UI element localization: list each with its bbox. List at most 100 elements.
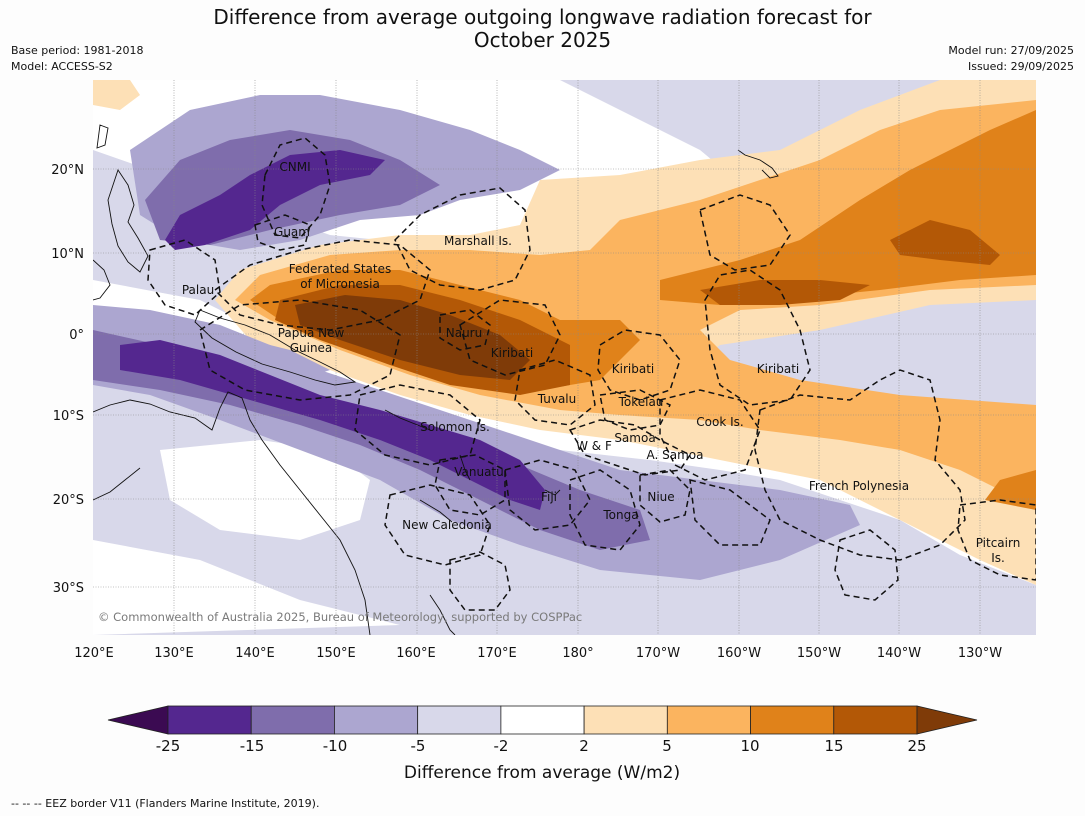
- title-line-2: October 2025: [473, 28, 612, 52]
- anomaly-minus-15: [120, 150, 545, 510]
- lat-label: 0°: [69, 328, 84, 343]
- colorbar-swatch: [250, 705, 335, 735]
- label-pitcairn-2: Is.: [991, 551, 1005, 565]
- label-fsm-2: of Micronesia: [300, 277, 380, 291]
- copyright-notice: © Commonwealth of Australia 2025, Bureau…: [98, 610, 582, 624]
- coast-taiwan: [96, 124, 109, 149]
- map-title: Difference from average outgoing longwav…: [0, 6, 1085, 52]
- model-name: Model: ACCESS-S2: [11, 60, 113, 73]
- anomaly-plus-25: [295, 295, 530, 380]
- map-panel: CNMI Guam Marshall Is. Federated States …: [93, 80, 1036, 635]
- lon-label: 160°W: [717, 646, 761, 661]
- eez-legend-note: -- -- -- EEZ border V11 (Flanders Marine…: [11, 797, 320, 810]
- label-solomon: Solomon Is.: [420, 420, 490, 434]
- colorbar-tick: -10: [323, 737, 348, 755]
- label-kiribati-west: Kiribati: [491, 346, 533, 360]
- coast-borneo: [93, 259, 111, 301]
- colorbar: [107, 705, 978, 735]
- label-samoa: Samoa: [614, 431, 655, 445]
- label-png-1: Papua New: [278, 326, 345, 340]
- eez-tuvalu: [514, 359, 596, 426]
- label-cnmi: CNMI: [279, 160, 310, 174]
- meta-left: Base period: 1981-2018 Model: ACCESS-S2: [11, 43, 143, 75]
- lon-label: 160°E: [396, 646, 436, 661]
- eez-wallis-samoa: [568, 419, 692, 476]
- label-french-polynesia: French Polynesia: [809, 479, 909, 493]
- lon-label: 180°: [562, 646, 593, 661]
- colorbar-extend-low: [107, 705, 169, 735]
- lon-label: 140°W: [877, 646, 921, 661]
- label-marshall: Marshall Is.: [444, 234, 512, 248]
- colorbar-swatch: [666, 705, 751, 735]
- lon-label: 150°W: [797, 646, 841, 661]
- neutral-patch-coral-sea: [160, 440, 370, 540]
- colorbar-ticks: -25 -15 -10 -5 -2 2 5 10 15 25: [156, 737, 927, 755]
- colorbar-swatch: [833, 705, 918, 735]
- eez-marshall: [394, 187, 531, 291]
- lat-label: 10°N: [51, 247, 84, 262]
- colorbar-tick: 10: [740, 737, 759, 755]
- eez-vanuatu: [434, 454, 506, 516]
- lat-label: 10°S: [53, 409, 84, 424]
- colorbar-tick: -15: [240, 737, 265, 755]
- eez-kermadec: [449, 551, 511, 611]
- label-fiji: Fiji: [541, 490, 557, 504]
- lon-label: 130°E: [154, 646, 194, 661]
- colorbar-swatch: [167, 705, 252, 735]
- graticule: [93, 80, 1036, 635]
- lon-label: 170°E: [477, 646, 517, 661]
- coastlines: [93, 124, 779, 635]
- label-wf: W & F: [576, 439, 612, 453]
- colorbar-tick: 2: [579, 737, 589, 755]
- eez-png: [199, 299, 401, 401]
- colorbar-extend-high: [916, 705, 978, 735]
- coast-australia: [93, 391, 371, 635]
- coast-new-caledonia: [419, 499, 453, 523]
- colorbar-swatch: [583, 705, 668, 735]
- lon-label: 120°E: [74, 646, 114, 661]
- colorbar-swatch: [417, 705, 502, 735]
- lat-label: 30°S: [53, 581, 84, 596]
- label-cook: Cook Is.: [696, 415, 743, 429]
- issued-date: Issued: 29/09/2025: [967, 60, 1074, 73]
- coast-philippines: [107, 168, 149, 273]
- meta-right: Model run: 27/09/2025 Issued: 29/09/2025: [948, 43, 1074, 75]
- eez-solomon: [354, 384, 481, 466]
- eez-tokelau: [599, 389, 672, 431]
- lon-label: 170°W: [636, 646, 680, 661]
- eez-borders: [147, 137, 1036, 611]
- eez-nauru: [439, 309, 491, 351]
- anomaly-minus-15-ocean-patch: [250, 340, 330, 380]
- label-tokelau: Tokelau: [618, 395, 664, 409]
- coast-new-guinea: [194, 309, 357, 386]
- eez-french-polynesia: [754, 369, 966, 561]
- model-run: Model run: 27/09/2025: [948, 44, 1074, 57]
- colorbar-tick: -25: [156, 737, 181, 755]
- longitude-labels: 120°E 130°E 140°E 150°E 160°E 170°E 180°…: [74, 646, 1002, 661]
- neutral-patch-south: [93, 540, 400, 635]
- colorbar-tick: 5: [662, 737, 672, 755]
- label-kiribati-central: Kiribati: [612, 362, 654, 376]
- colorbar-tick: 25: [907, 737, 926, 755]
- label-pitcairn-1: Pitcairn: [976, 536, 1021, 550]
- eez-niue: [639, 469, 691, 523]
- eez-fiji: [504, 459, 591, 531]
- colorbar-swatch: [500, 705, 585, 735]
- label-asamoa: A. Samoa: [647, 448, 704, 462]
- eez-tonga: [569, 469, 641, 551]
- label-vanuatu: Vanuatu: [454, 465, 504, 479]
- coast-australia-west: [93, 467, 141, 501]
- latitude-labels: 20°N 10°N 0° 10°S 20°S 30°S: [51, 163, 84, 596]
- coast-hawaii: [737, 149, 779, 179]
- lon-label: 150°E: [316, 646, 356, 661]
- eez-fsm: [213, 239, 431, 331]
- eez-kiribati-central: [597, 329, 681, 401]
- label-palau: Palau: [182, 283, 214, 297]
- colorbar-label: Difference from average (W/m2): [404, 763, 680, 783]
- colorbar-swatch: [750, 705, 835, 735]
- label-tuvalu: Tuvalu: [537, 392, 577, 406]
- label-niue: Niue: [647, 490, 674, 504]
- eez-kiribati-west: [459, 299, 561, 376]
- place-labels: CNMI Guam Marshall Is. Federated States …: [182, 160, 1020, 565]
